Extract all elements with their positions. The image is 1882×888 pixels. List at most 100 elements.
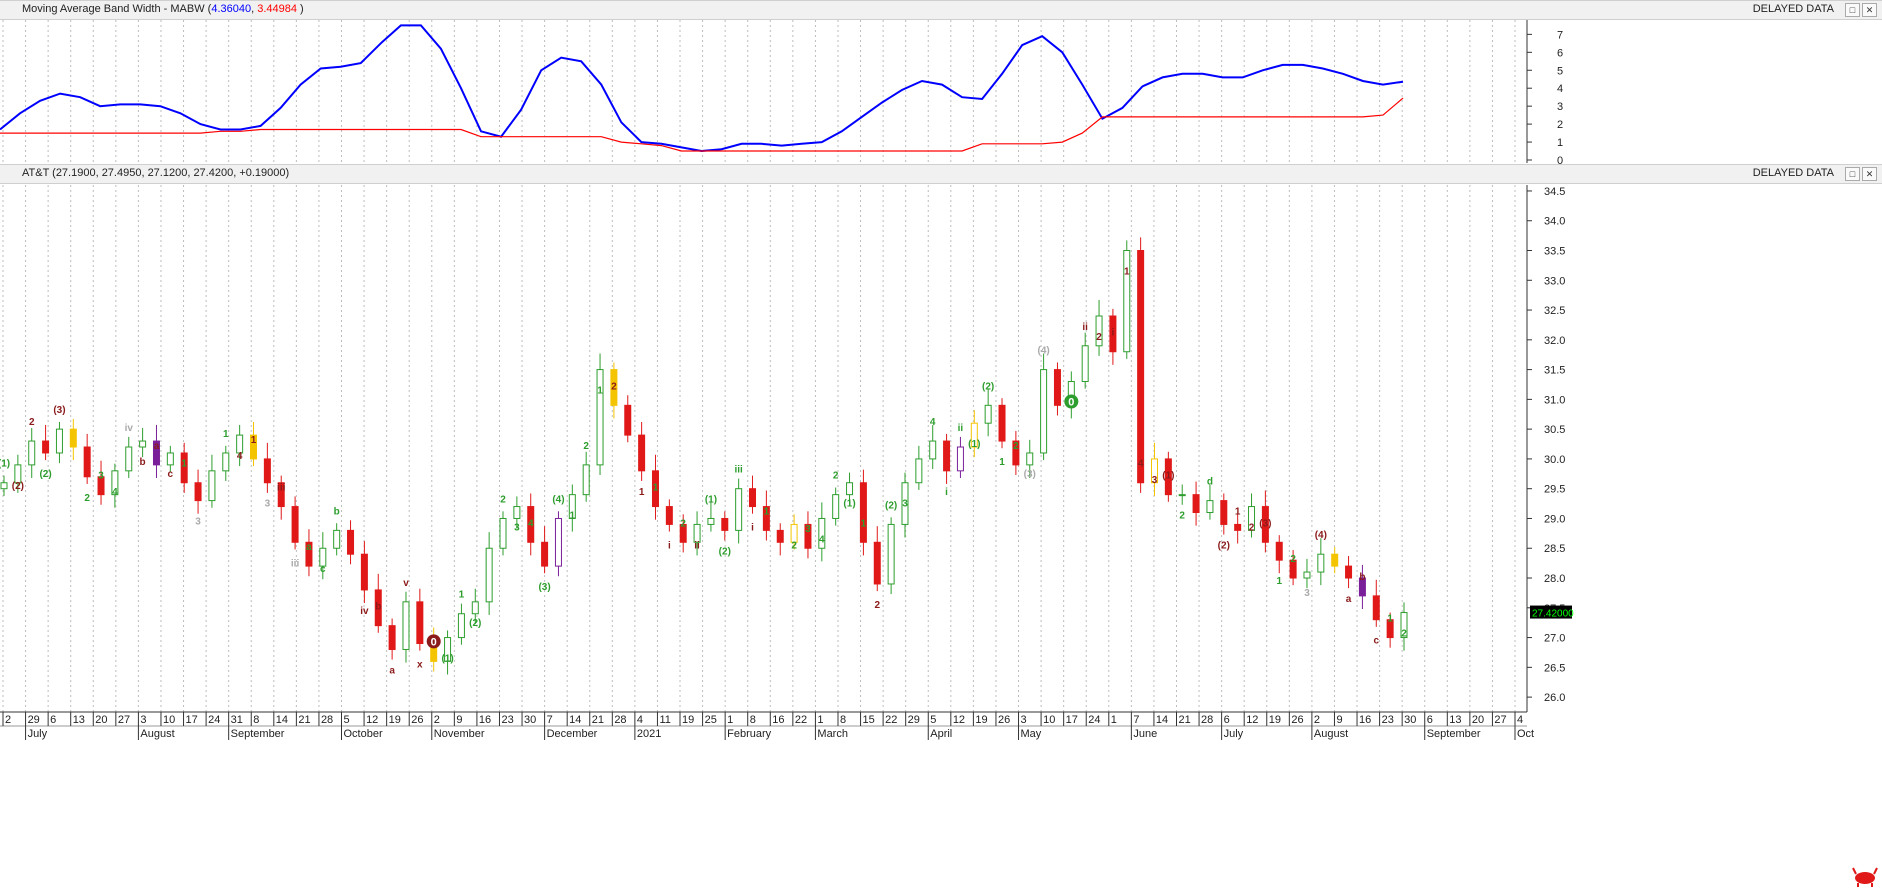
candle-body: [1137, 250, 1145, 484]
wave-label: (3): [538, 582, 550, 593]
wave-label: ii: [694, 540, 700, 551]
y-tick-label: 32.0: [1544, 335, 1565, 347]
wave-label: 2: [1249, 523, 1255, 534]
x-tick-label: 14: [1156, 714, 1168, 726]
candle-body: [818, 517, 826, 549]
x-tick-label: 23: [1382, 714, 1394, 726]
x-tick-label: 21: [298, 714, 310, 726]
candle-body: [166, 452, 174, 466]
x-tick-label: 13: [73, 714, 85, 726]
candle-body: [1303, 571, 1311, 579]
candle-body: [152, 440, 160, 466]
wave-label: 2: [500, 494, 506, 505]
wave-label: 1: [597, 386, 603, 397]
month-label: Oct: [1517, 728, 1534, 740]
candle-body: [707, 517, 715, 525]
candle-body: [28, 440, 36, 466]
candle-body: [305, 541, 313, 567]
wave-label: 4: [112, 487, 118, 498]
x-tick-label: 6: [50, 714, 56, 726]
x-tick-label: 4: [1517, 714, 1523, 726]
month-label: October: [344, 728, 383, 740]
x-tick-label: 10: [163, 714, 175, 726]
wave-label: 1: [459, 590, 465, 601]
price-y-axis: 26.026.527.027.528.028.529.029.530.030.5…: [1526, 185, 1565, 712]
wave-label: i: [945, 487, 948, 498]
wave-label: ii: [1082, 322, 1088, 333]
candle-body: [554, 517, 562, 567]
wave-label: i: [751, 523, 754, 534]
candle-body: [638, 434, 646, 472]
x-tick-label: 21: [1178, 714, 1190, 726]
candle-body: [1150, 458, 1158, 484]
wave-label: 3: [805, 524, 811, 535]
restore-icon[interactable]: □: [1845, 3, 1860, 17]
candle-body: [929, 440, 937, 460]
x-tick-label: 27: [118, 714, 130, 726]
month-label: September: [1427, 728, 1481, 740]
candle-body: [1040, 369, 1048, 454]
close-icon[interactable]: ✕: [1862, 3, 1877, 17]
wave-label: i: [1112, 328, 1115, 339]
y-tick-label: 3: [1557, 101, 1563, 113]
y-tick-label: 34.0: [1544, 216, 1565, 228]
wave-label: 3: [98, 471, 104, 482]
candle-body: [596, 369, 604, 466]
candle-body: [568, 494, 576, 519]
candle-body: [998, 404, 1006, 442]
y-tick-label: 28.0: [1544, 573, 1565, 585]
wave-label: 0: [431, 636, 437, 648]
candle-body: [527, 506, 535, 543]
candle-body: [263, 458, 271, 484]
x-tick-label: 31: [231, 714, 243, 726]
candle-body: [859, 482, 867, 543]
wave-label: b: [334, 506, 340, 517]
wave-label: (4): [1037, 346, 1049, 357]
wave-label: (3): [1259, 518, 1271, 529]
x-tick-label: 26: [1291, 714, 1303, 726]
month-label: July: [28, 728, 48, 740]
wave-label: 2: [833, 471, 839, 482]
x-tick-label: 16: [1359, 714, 1371, 726]
candle-body: [1289, 559, 1297, 579]
candle-body: [541, 541, 549, 567]
y-tick-label: 30.0: [1544, 454, 1565, 466]
month-label: February: [727, 728, 772, 740]
x-tick-label: 16: [772, 714, 784, 726]
candle-body: [970, 422, 978, 448]
x-tick-label: 21: [592, 714, 604, 726]
close-icon[interactable]: ✕: [1862, 167, 1877, 181]
x-tick-label: 12: [953, 714, 965, 726]
candle-body: [139, 440, 147, 448]
candle-body: [236, 434, 244, 454]
candle-body: [1206, 500, 1214, 514]
wave-label: (2): [1218, 540, 1230, 551]
wave-label: i: [668, 540, 671, 551]
mabw-y-axis: 0 1 2 3 4 5 6 7: [1526, 20, 1563, 167]
wave-label: 2: [583, 441, 589, 452]
wave-label: iv: [125, 423, 134, 434]
x-tick-label: 8: [840, 714, 846, 726]
x-tick-label: 25: [705, 714, 717, 726]
wave-label: (2): [12, 481, 24, 492]
candle-body: [790, 523, 798, 543]
month-label: August: [140, 728, 174, 740]
wave-label: 4: [930, 417, 936, 428]
delayed-data-label: DELAYED DATA: [1752, 167, 1834, 179]
mabw-value: 4.36040: [211, 3, 252, 15]
price-panel-header: AT&T (27.1900, 27.4950, 27.1200, 27.4200…: [0, 164, 1882, 184]
mabw-panel-title: Moving Average Band Width - MABW (4.3604…: [22, 3, 304, 15]
wave-label: 2: [29, 417, 35, 428]
restore-icon[interactable]: □: [1845, 167, 1860, 181]
x-tick-label: 26: [998, 714, 1010, 726]
candle-body: [804, 523, 812, 549]
wave-label: 2: [611, 381, 617, 392]
candle-body: [943, 440, 951, 472]
wave-label: (1): [1162, 471, 1174, 482]
wave-label: a: [1346, 594, 1352, 605]
y-tick-label: 7: [1557, 29, 1563, 41]
x-tick-label: 27: [1494, 714, 1506, 726]
candle-body: [291, 506, 299, 543]
wave-label: iv: [360, 606, 369, 617]
